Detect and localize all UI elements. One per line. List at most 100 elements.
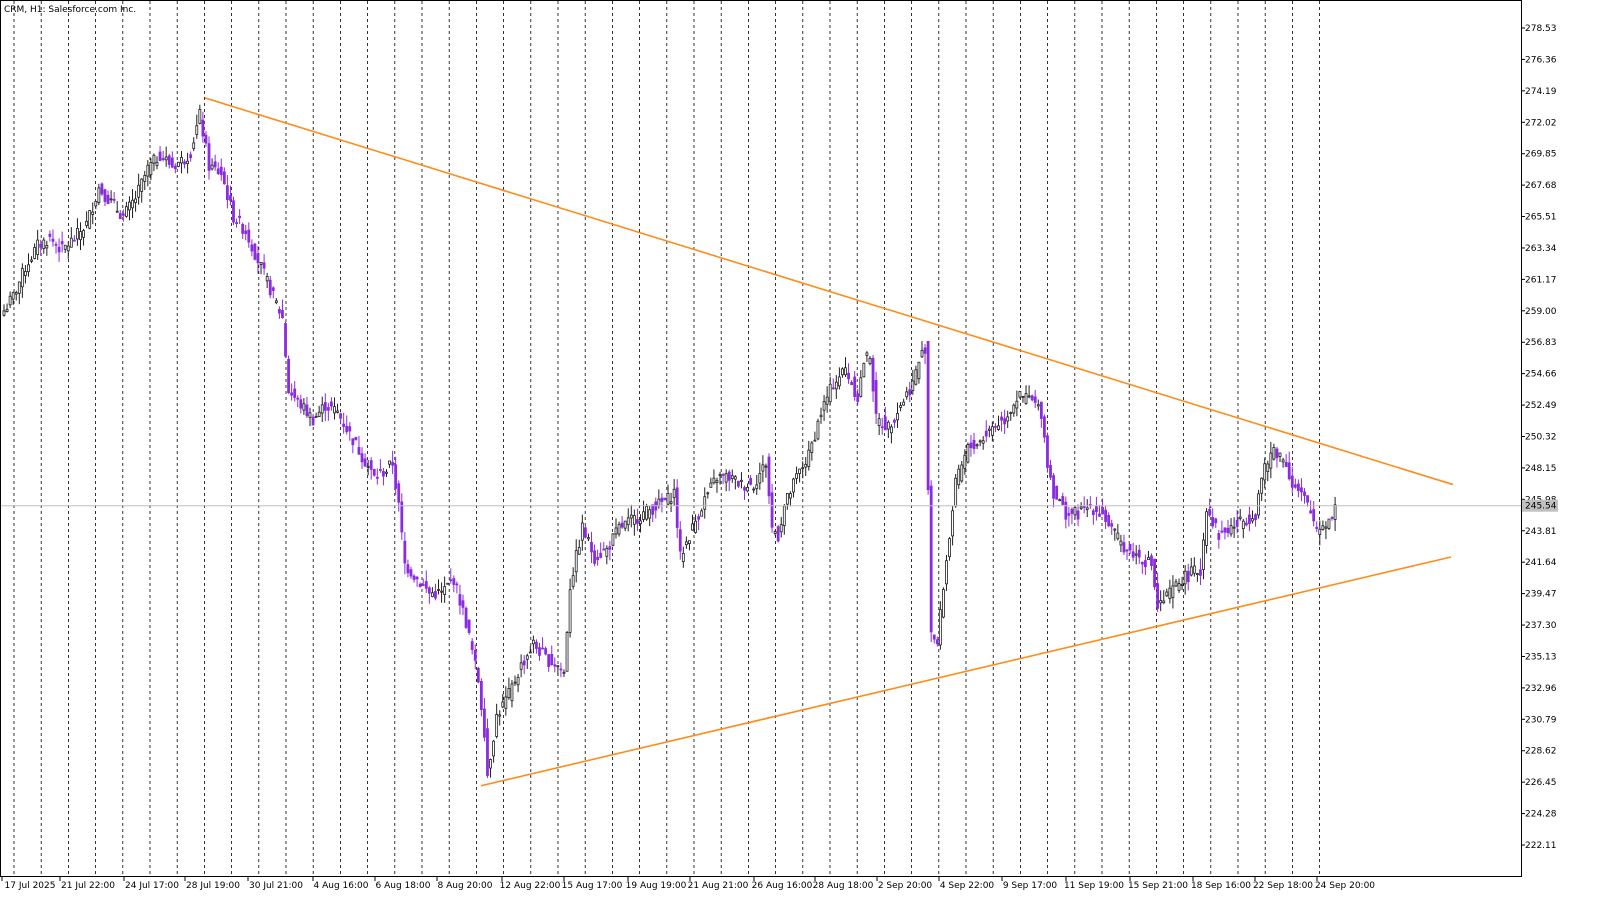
candle-body — [580, 522, 584, 541]
candle-body — [1205, 511, 1208, 546]
candle-body — [547, 654, 551, 667]
candle-body — [770, 492, 774, 528]
lower-trendline[interactable] — [480, 556, 1452, 787]
candle-body — [804, 463, 808, 468]
candle-body — [712, 477, 716, 484]
candle-body — [363, 458, 367, 467]
price-tick-label: 269.85 — [1525, 150, 1557, 160]
candle-body — [978, 440, 982, 443]
candle-body — [877, 418, 881, 426]
candle-body — [1208, 508, 1212, 516]
candle-body — [801, 467, 805, 470]
candle-body — [225, 185, 229, 201]
candle-body — [1278, 452, 1282, 457]
candle-body — [17, 281, 21, 294]
candle-body — [1064, 501, 1068, 520]
candle-body — [853, 376, 857, 397]
candle-body — [596, 556, 600, 561]
candle-body — [752, 488, 756, 491]
candle-body — [663, 497, 667, 501]
candle-body — [277, 308, 281, 314]
candle-body — [822, 401, 826, 411]
candle-body — [72, 239, 76, 242]
candle-body — [1110, 523, 1114, 527]
candle-body — [761, 464, 765, 472]
candle-body — [1293, 484, 1297, 488]
candle-body — [143, 175, 147, 182]
candle-body — [336, 410, 339, 413]
upper-trendline[interactable] — [204, 97, 1454, 486]
candle-body — [1018, 390, 1022, 398]
candle-body — [1260, 477, 1264, 494]
candle-body — [1312, 509, 1316, 522]
candle-body — [559, 668, 563, 671]
price-tick-label: 241.64 — [1525, 558, 1557, 568]
candle-body — [1177, 583, 1181, 591]
candle-body — [302, 403, 306, 411]
candle-body — [1241, 520, 1245, 529]
candle-body — [1046, 435, 1049, 468]
candle-body — [464, 607, 468, 628]
candle-body — [776, 526, 780, 542]
time-axis[interactable]: 17 Jul 2025 21 Jul 22:00 24 Jul 17:00 28 Ju… — [1, 877, 1375, 891]
candle-body — [27, 264, 30, 273]
candle-body — [1061, 496, 1065, 505]
candle-body — [1244, 522, 1248, 526]
candle-body — [1272, 447, 1276, 460]
candle-body — [195, 125, 199, 135]
candle-body — [427, 587, 431, 594]
candle-body — [1196, 573, 1199, 575]
candle-body — [675, 487, 679, 528]
candle-body — [443, 586, 447, 595]
candle-body — [593, 550, 596, 564]
candle-body — [746, 487, 749, 492]
candle-body — [1232, 526, 1236, 529]
price-tick-label: 265.51 — [1525, 213, 1557, 223]
candle-body — [886, 421, 890, 430]
time-tick-label: 28 Aug 18:00 — [813, 881, 874, 891]
candle-body — [256, 253, 260, 264]
candle-body — [351, 438, 355, 446]
candle-body — [782, 505, 786, 526]
candle-body — [244, 230, 248, 235]
candle-body — [538, 647, 541, 656]
candle-body — [1021, 395, 1025, 398]
candle-body — [859, 377, 863, 397]
candle-body — [170, 157, 174, 168]
time-tick-label: 24 Jul 17:00 — [125, 881, 179, 891]
candle-body — [972, 439, 976, 450]
candle-body — [36, 239, 40, 255]
candle-body — [587, 537, 590, 540]
candle-body — [76, 227, 79, 240]
candle-body — [1159, 600, 1163, 604]
candle-body — [149, 161, 153, 176]
candle-body — [287, 358, 290, 394]
candle-body — [1220, 530, 1224, 533]
candle-body — [290, 392, 294, 396]
candle-body — [1030, 395, 1034, 401]
candle-body — [847, 372, 850, 380]
candle-body — [415, 576, 419, 580]
candle-body — [926, 340, 930, 491]
candle-body — [57, 246, 61, 253]
candle-body — [115, 210, 119, 213]
candle-body — [128, 201, 131, 211]
candle-body — [1067, 513, 1071, 516]
candle-body — [865, 352, 869, 356]
candle-body — [510, 683, 514, 702]
candle-body — [1189, 566, 1193, 576]
candle-body — [1171, 585, 1175, 598]
candle-body — [60, 241, 64, 245]
candle-body — [917, 361, 921, 380]
candle-body — [730, 475, 734, 479]
candle-body — [626, 517, 630, 526]
time-tick-label: 21 Jul 22:00 — [61, 881, 115, 891]
candle-body — [1095, 505, 1098, 512]
candle-body — [550, 653, 554, 666]
candle-body — [773, 531, 777, 534]
candle-body — [666, 492, 670, 505]
candle-body — [981, 440, 985, 444]
candle-body — [177, 161, 180, 167]
